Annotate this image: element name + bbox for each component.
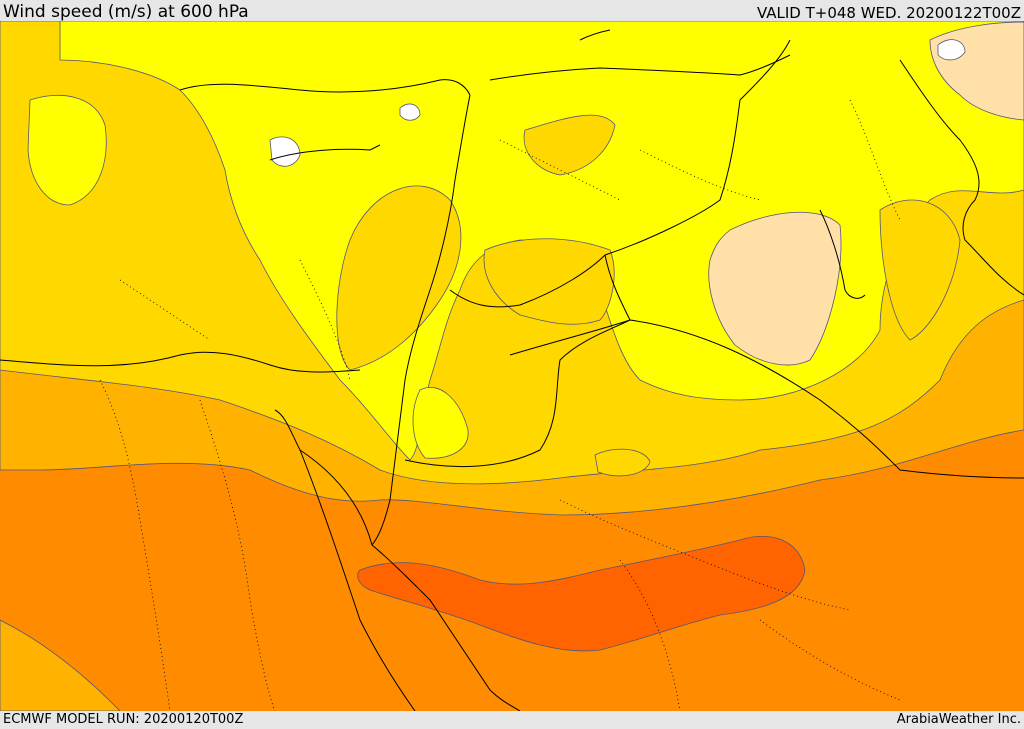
band-35-40: [357, 535, 806, 652]
footer-bar: ECMWF MODEL RUN: 20200120T00Z ArabiaWeat…: [0, 711, 1024, 729]
map-title: Wind speed (m/s) at 600 hPa: [3, 2, 249, 22]
band-20-25-inner-3: [483, 238, 615, 325]
band-20-25-inner-1: [336, 185, 462, 371]
band-20-25-inner-4: [594, 448, 651, 477]
header-bar: Wind speed (m/s) at 600 hPa VALID T+048 …: [0, 0, 1024, 22]
valid-time: VALID T+048 WED. 20200122T00Z: [756, 4, 1021, 22]
model-run: ECMWF MODEL RUN: 20200120T00Z: [3, 712, 244, 727]
wind-speed-map: [0, 21, 1024, 711]
credit: ArabiaWeather Inc.: [896, 712, 1021, 727]
band-15-20-levant: [412, 387, 469, 459]
band-15-20-west: [27, 94, 107, 206]
band-below-10-cyprus: [269, 136, 301, 167]
band-25-30-southwest: [0, 619, 121, 711]
band-20-25-inner-2: [523, 114, 616, 176]
admin-boundaries: [99, 99, 901, 711]
coastlines: [0, 29, 1024, 711]
band-below-10-b: [937, 39, 966, 61]
band-20-25-inner-5: [879, 199, 961, 341]
band-below-10-a: [399, 103, 421, 121]
